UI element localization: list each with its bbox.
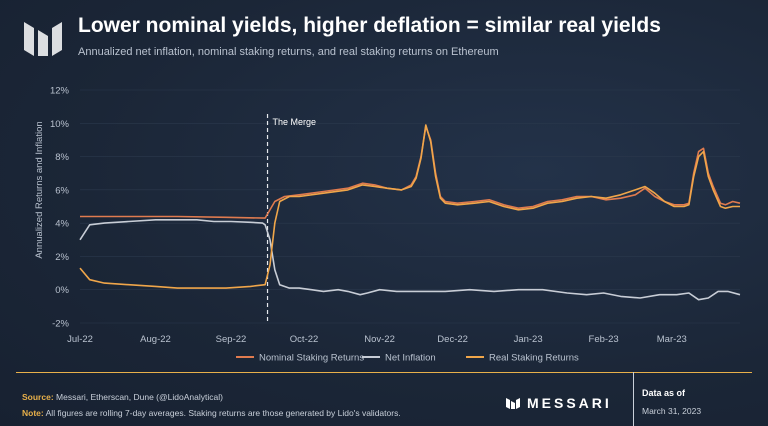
note-label: Note: bbox=[22, 408, 44, 418]
x-tick-labels: Jul-22 Aug-22 Sep-22 Oct-22 Nov-22 Dec-22 Jan-… bbox=[67, 334, 687, 345]
series-line-0 bbox=[80, 125, 741, 219]
footer-divider bbox=[16, 372, 752, 373]
brand-name: MESSARI bbox=[527, 395, 612, 411]
y-tick-label: 2% bbox=[55, 252, 69, 263]
brand: MESSARI bbox=[505, 393, 612, 413]
y-tick-label: 8% bbox=[55, 152, 69, 163]
series-line-2 bbox=[79, 124, 740, 289]
y-tick-label: -2% bbox=[52, 319, 69, 330]
x-tick-label: Dec-22 bbox=[437, 334, 468, 345]
x-tick-label: Mar-23 bbox=[657, 334, 687, 345]
brand-logo-icon bbox=[506, 398, 520, 409]
x-tick-label: Feb-23 bbox=[589, 334, 619, 345]
y-grid bbox=[80, 89, 740, 324]
source-line: Source: Messari, Etherscan, Dune (@LidoA… bbox=[22, 392, 223, 402]
y-tick-labels: -2% 0% 2% 4% 6% 8% 10% 12% bbox=[50, 86, 70, 330]
x-tick-label: Nov-22 bbox=[364, 334, 395, 345]
chart-subtitle: Annualized net inflation, nominal stakin… bbox=[78, 46, 499, 58]
y-tick-label: 10% bbox=[50, 119, 70, 130]
y-tick-label: 0% bbox=[55, 285, 69, 296]
legend-label: Net Inflation bbox=[385, 353, 436, 364]
series-line-1 bbox=[79, 219, 741, 301]
x-tick-label: Jan-23 bbox=[514, 334, 543, 345]
y-tick-label: 12% bbox=[50, 86, 70, 97]
x-tick-label: Sep-22 bbox=[216, 334, 247, 345]
merge-label: The Merge bbox=[273, 117, 317, 127]
line-chart: -2% 0% 2% 4% 6% 8% 10% 12% Jul-22 Aug-22 Sep-22 Oc… bbox=[34, 86, 741, 364]
merge-annotation: The Merge bbox=[266, 114, 317, 323]
x-tick-label: Oct-22 bbox=[290, 334, 319, 345]
x-tick-label: Aug-22 bbox=[140, 334, 171, 345]
y-tick-label: 6% bbox=[55, 185, 69, 196]
source-text: Messari, Etherscan, Dune (@LidoAnalytica… bbox=[56, 392, 223, 402]
note-text: All figures are rolling 7-day averages. … bbox=[45, 408, 401, 418]
y-tick-label: 4% bbox=[55, 219, 69, 230]
data-as-of-label: Data as of bbox=[642, 388, 686, 398]
chart-title: Lower nominal yields, higher deflation =… bbox=[78, 14, 661, 37]
legend-label: Real Staking Returns bbox=[489, 353, 579, 364]
messari-logo-icon bbox=[24, 22, 62, 56]
series-lines bbox=[79, 124, 741, 301]
legend-label: Nominal Staking Returns bbox=[259, 353, 364, 364]
y-axis-label: Annualized Returns and Inflation bbox=[34, 121, 45, 258]
source-label: Source: bbox=[22, 392, 54, 402]
note-line: Note: All figures are rolling 7-day aver… bbox=[22, 408, 401, 418]
x-tick-label: Jul-22 bbox=[67, 334, 93, 345]
data-as-of-date: March 31, 2023 bbox=[642, 406, 702, 416]
legend: Nominal Staking Returns Net Inflation Real… bbox=[236, 353, 579, 364]
footer-separator bbox=[633, 372, 634, 426]
